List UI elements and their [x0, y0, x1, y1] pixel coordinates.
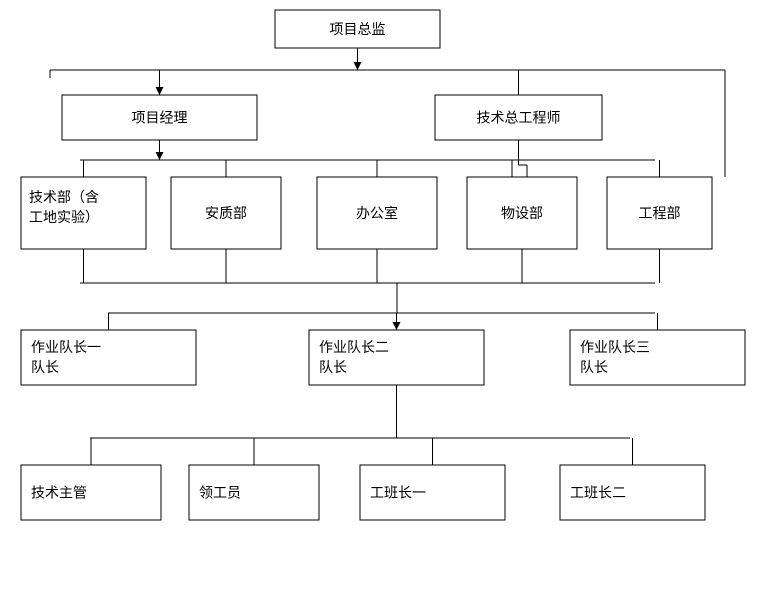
node-label: 安质部: [205, 206, 247, 222]
node-label: 物设部: [501, 206, 543, 222]
node-label: 队长: [31, 360, 59, 376]
node-n_team1: [21, 330, 196, 385]
node-label: 工班长二: [570, 486, 626, 502]
node-label: 工地实验）: [29, 210, 99, 226]
node-label: 领工员: [199, 486, 241, 502]
node-label: 技术部（含: [29, 190, 99, 206]
node-label: 技术主管: [31, 486, 87, 502]
node-label: 作业队长一: [31, 340, 101, 356]
node-label: 办公室: [356, 205, 398, 222]
node-label: 作业队长三: [580, 340, 650, 356]
node-n_team2: [309, 330, 484, 385]
node-label: 队长: [319, 360, 347, 376]
node-label: 队长: [580, 360, 608, 376]
node-label: 技术总工程师: [477, 111, 561, 127]
node-n_team3: [570, 330, 745, 385]
org-chart: 项目总监项目经理 技术总工程师技术部（含工地实验） 安质部 办公室 物设部 工程部作业队长…: [0, 0, 760, 604]
node-label: 工程部: [639, 206, 681, 222]
node-label: 项目总监: [330, 22, 386, 38]
node-label: 工班长一: [370, 486, 426, 502]
node-label: 项目经理: [132, 111, 188, 127]
node-label: 作业队长二: [319, 340, 389, 356]
